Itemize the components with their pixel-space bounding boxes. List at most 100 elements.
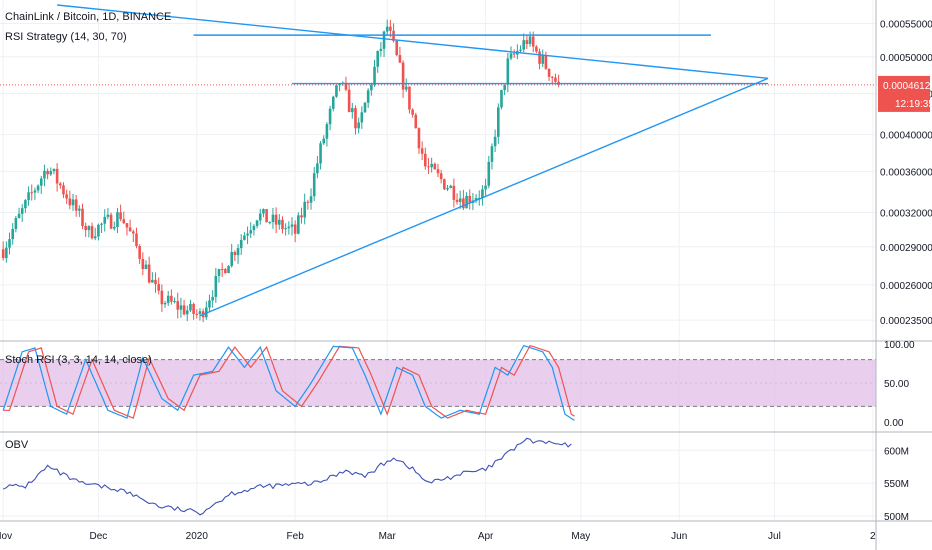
candle-body [239,239,243,249]
candle-body [236,248,240,256]
price-tick-label: 0.00029000 [880,243,932,254]
candle-body [468,195,472,203]
candle-body [33,190,37,193]
candle-body [182,305,186,315]
x-tick-label: May [571,531,590,542]
candle-body [306,201,310,203]
candle-body [465,195,468,209]
trend-line[interactable] [199,77,769,317]
candle-body [170,295,173,302]
candle-body [97,224,100,237]
x-tick-label: Feb [287,531,305,542]
candle-body [36,185,40,191]
candle-body [252,225,256,231]
candle-body [293,224,297,234]
candle-body [278,219,281,225]
trend-line[interactable] [57,4,769,80]
candle-body [325,124,329,139]
candle-body [55,168,59,184]
candle-body [1,249,5,259]
candle-body [347,89,351,113]
candle-body [424,153,427,167]
candle-body [370,84,373,91]
candle-body [71,199,75,206]
countdown-label: 12:19:35 [895,99,932,110]
candle-body [17,213,21,219]
last-price-label: 0.00046125 [883,81,932,92]
grid [0,0,876,520]
candle-body [379,48,383,51]
candle-body [455,199,459,202]
candle-body [281,219,284,230]
candle-body [528,36,532,45]
candle-body [265,209,268,223]
candle-body [132,231,135,234]
candle-body [420,148,424,154]
candle-body [436,169,440,174]
candle-body [24,200,27,209]
obv-tick-label: 500M [884,512,909,523]
candle-body [439,173,443,180]
stoch-tick-label: 0.00 [884,418,904,429]
candle-body [328,108,332,125]
candle-body [417,128,421,149]
candle-body [316,163,319,174]
indicator-label: RSI Strategy (14, 30, 70) [5,31,127,43]
price-tick-label: 0.00036000 [880,167,932,178]
candle-body [179,305,183,310]
candle-body [427,166,430,168]
candle-body [211,296,214,301]
candle-body [214,275,218,297]
obv-line [2,437,572,516]
candle-body [319,143,322,164]
candle-body [8,239,11,248]
candle-body [39,178,43,186]
x-tick-label: Nov [0,531,12,542]
candle-body [217,269,221,276]
candle-body [550,76,554,78]
candle-body [271,214,275,223]
candle-body [151,279,154,283]
candle-body [389,26,392,31]
candle-body [52,168,56,172]
candle-body [49,171,53,175]
candle-body [484,185,487,190]
last-price-tag: 0.00046125 12:19:35 [878,75,932,112]
candle-body [357,122,360,129]
candle-body [135,233,138,247]
candle-body [100,223,103,225]
candle-body [43,170,46,179]
candle-body [185,310,189,315]
stoch-k-line [2,344,575,421]
candle-body [366,90,370,103]
candle-body [195,313,199,315]
candle-body [531,36,535,47]
candle-body [303,201,306,218]
candle-body [59,183,62,186]
candle-body [411,109,414,115]
candle-body [220,269,224,271]
candle-body [512,53,516,55]
candle-body [84,225,87,231]
candle-body [547,68,551,77]
price-tick-label: 0.00055000 [880,20,932,31]
candle-body [125,223,129,228]
candle-body [331,96,335,109]
candle-body [109,214,113,229]
candle-body [198,311,202,314]
candle-body [90,226,94,239]
candle-body [493,136,497,147]
price-tick-label: 0.00040000 [880,131,932,142]
candle-body [354,108,357,129]
candle-body [398,55,402,63]
stoch-tick-label: 50.00 [884,379,909,390]
candle-body [522,40,525,50]
candle-body [258,213,262,221]
chart-title: ChainLink / Bitcoin, 1D, BINANCE [5,11,171,23]
candle-body [106,214,110,217]
candle-body [309,196,313,203]
candle-body [119,212,122,220]
trend-lines[interactable] [57,4,769,317]
